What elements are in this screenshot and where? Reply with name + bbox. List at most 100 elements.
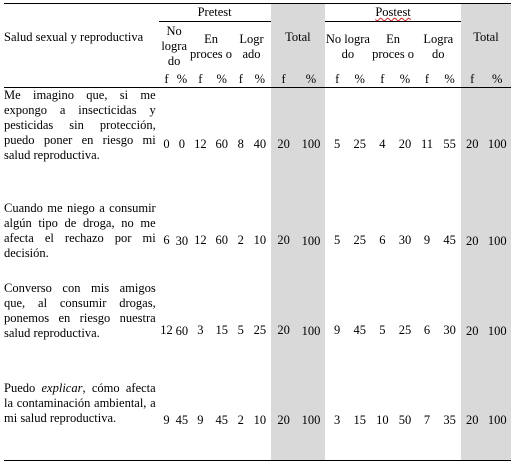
value-cell: 0	[163, 136, 170, 151]
pct-header: %	[349, 71, 371, 88]
f-header: f	[415, 71, 439, 88]
row-label-header: Salud sexual y reproductiva	[4, 3, 159, 72]
value-cell: 25	[398, 323, 412, 337]
value-cell: 9	[189, 380, 212, 461]
value-cell: 12	[160, 323, 173, 337]
value-cell: 11	[420, 136, 433, 151]
value-cell: 0	[178, 136, 186, 151]
value-cell: 100	[296, 380, 326, 461]
post-logrado-header: Logra do	[423, 31, 454, 61]
value-cell: 30	[175, 233, 189, 248]
value-cell: 50	[394, 380, 416, 461]
value-cell: 8	[237, 136, 244, 151]
value-cell: 20	[270, 280, 297, 381]
value-cell: 5	[334, 136, 341, 151]
value-cell: 15	[349, 380, 371, 461]
value-cell: 2	[232, 380, 250, 461]
value-cell: 20	[460, 380, 484, 461]
value-cell: 6	[163, 233, 170, 247]
value-cell: 25	[353, 136, 367, 151]
value-cell: 6	[423, 323, 431, 337]
item-description: Me imagino que, si me expongo a insectic…	[4, 88, 156, 162]
pretest-total-header: Total	[270, 3, 326, 72]
value-cell: 100	[483, 200, 511, 281]
value-cell: 60	[215, 233, 229, 247]
pct-header: %	[296, 71, 326, 88]
pre-en-proceso-header: En proces o	[190, 31, 233, 61]
value-cell: 100	[296, 200, 326, 281]
pct-header: %	[394, 71, 416, 88]
f-header: f	[460, 71, 484, 88]
f-header: f	[270, 71, 297, 88]
value-cell: 6	[379, 233, 386, 247]
f-header: f	[158, 71, 175, 88]
value-cell: 45	[443, 233, 456, 247]
item-description: Puedo explicar, cómo afecta la contamina…	[4, 380, 159, 461]
value-cell: 100	[296, 87, 326, 201]
value-cell: 20	[270, 380, 297, 461]
value-cell: 20	[460, 280, 484, 381]
pre-logrado-header: Logr ado	[239, 31, 264, 61]
value-cell: 30	[443, 323, 456, 337]
pre-no-logrado-header: No logra do	[161, 24, 188, 69]
f-header: f	[232, 71, 250, 88]
value-cell: 40	[253, 136, 267, 151]
pct-header: %	[211, 71, 233, 88]
value-cell: 20	[398, 136, 412, 151]
post-no-logrado-header: No logra do	[325, 31, 370, 61]
postest-total-header: Total	[460, 3, 511, 72]
pct-header: %	[438, 71, 461, 88]
value-cell: 10	[370, 380, 395, 461]
pct-header: %	[174, 71, 190, 88]
value-cell: 45	[174, 380, 190, 461]
value-cell: 7	[415, 380, 439, 461]
value-cell: 5	[237, 323, 244, 337]
value-cell: 4	[379, 136, 386, 151]
value-cell: 5	[379, 323, 386, 337]
item-description: Converso con mis amigos que, al consumir…	[4, 280, 156, 340]
f-header: f	[325, 71, 350, 88]
value-cell: 3	[325, 380, 350, 461]
value-cell: 30	[398, 233, 412, 247]
table-row: Me imagino que, si me expongo a insectic…	[4, 87, 511, 201]
value-cell: 20	[270, 87, 297, 201]
f-header: f	[189, 71, 212, 88]
value-cell: 9	[423, 233, 431, 247]
value-cell: 3	[197, 323, 204, 337]
value-cell: 100	[483, 280, 511, 381]
results-table: Salud sexual y reproductiva Pretest Tota…	[4, 3, 511, 461]
value-cell: 20	[270, 200, 297, 281]
value-cell: 5	[334, 233, 341, 247]
value-cell: 100	[483, 87, 511, 201]
post-en-proceso-header: En proces o	[372, 31, 415, 61]
value-cell: 9	[158, 380, 175, 461]
value-cell: 60	[215, 136, 229, 151]
value-cell: 2	[237, 233, 244, 247]
value-cell: 20	[460, 87, 484, 201]
pct-header: %	[249, 71, 271, 88]
table-row: Converso con mis amigos que, al consumir…	[4, 280, 511, 381]
value-cell: 12	[194, 233, 207, 247]
table-row: Puedo explicar, cómo afecta la contamina…	[4, 380, 511, 461]
value-cell: 100	[483, 380, 511, 461]
value-cell: 25	[253, 323, 267, 337]
value-cell: 15	[215, 323, 229, 337]
value-cell: 12	[194, 136, 207, 151]
value-cell: 25	[353, 233, 367, 247]
value-cell: 20	[460, 200, 484, 281]
f-header: f	[370, 71, 395, 88]
pct-header: %	[483, 71, 511, 88]
value-cell: 10	[249, 380, 271, 461]
empty-cell	[4, 71, 159, 88]
value-cell: 35	[438, 380, 461, 461]
value-cell: 60	[175, 323, 189, 338]
value-cell: 45	[353, 323, 367, 337]
value-cell: 45	[211, 380, 233, 461]
value-cell: 55	[443, 136, 456, 151]
postest-header: Postest	[325, 3, 461, 22]
item-description: Cuando me niego a consumir algún tipo de…	[4, 200, 156, 260]
value-cell: 9	[334, 323, 341, 337]
table-row: Cuando me niego a consumir algún tipo de…	[4, 200, 511, 281]
value-cell: 10	[253, 233, 267, 247]
pretest-header: Pretest	[158, 3, 271, 22]
